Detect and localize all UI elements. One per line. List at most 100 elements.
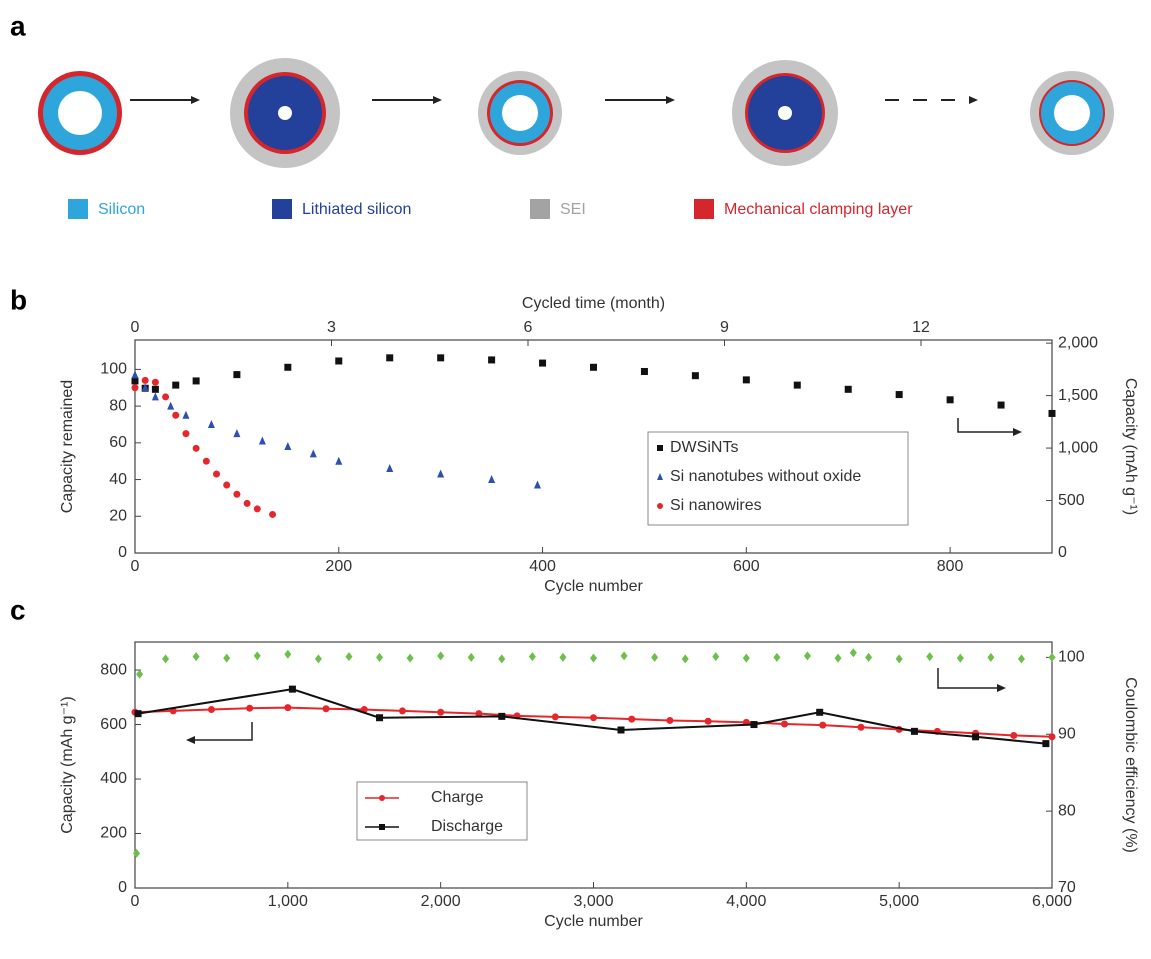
marker [865, 652, 873, 662]
marker [926, 652, 934, 662]
marker [335, 357, 343, 365]
x-axis-label: Cycle number [544, 578, 643, 595]
y-tick-label: 100 [100, 361, 127, 378]
marker [207, 706, 215, 714]
marker [528, 652, 536, 662]
marker [590, 653, 597, 663]
series-line [137, 688, 1046, 745]
marker [533, 480, 541, 489]
marker [1017, 654, 1025, 664]
y2-axis-label: Coulombic efficiency (%) [1122, 677, 1139, 853]
marker [781, 720, 789, 728]
y-tick-label: 0 [118, 879, 127, 896]
legend-label: Charge [431, 789, 484, 806]
y-axis-label: Capacity remained [59, 380, 76, 513]
legend-box [356, 781, 528, 841]
x-tick-label: 200 [325, 558, 352, 575]
marker [681, 654, 689, 664]
marker [475, 710, 483, 718]
marker [223, 653, 231, 663]
marker [345, 652, 353, 662]
x2-tick-label: 6 [524, 319, 533, 336]
x-tick-label: 0 [131, 558, 140, 575]
legend-swatch [272, 199, 292, 219]
marker [712, 652, 720, 662]
marker [803, 651, 811, 661]
marker [849, 648, 857, 658]
marker [284, 442, 292, 450]
x-tick-label: 5,000 [879, 893, 919, 910]
marker [376, 652, 384, 662]
x2-tick-label: 12 [912, 319, 930, 336]
legend-marker [657, 503, 663, 509]
marker [742, 653, 750, 663]
legend-label: DWSiNTs [670, 439, 738, 456]
x2-axis-label: Cycled time (month) [522, 295, 665, 312]
legend-swatch [694, 199, 714, 219]
marker [956, 653, 964, 663]
marker [666, 716, 674, 724]
marker [793, 381, 801, 389]
plot-frame [134, 641, 1053, 889]
panel-label: c [10, 594, 26, 625]
marker [167, 401, 175, 410]
legend-swatch [530, 199, 550, 219]
x-tick-label: 6,000 [1032, 893, 1072, 910]
marker [590, 714, 597, 722]
marker [386, 354, 394, 362]
marker [640, 367, 648, 375]
y-tick-label: 600 [100, 716, 127, 733]
marker [151, 392, 159, 401]
marker [182, 410, 190, 419]
y2-tick-label: 1,500 [1058, 387, 1098, 404]
marker [857, 723, 865, 731]
marker [172, 381, 180, 389]
marker [834, 653, 842, 663]
marker [335, 456, 343, 465]
y2-tick-label: 500 [1058, 492, 1085, 509]
y2-tick-label: 0 [1058, 544, 1067, 561]
y2-tick-label: 2,000 [1058, 334, 1098, 351]
marker [207, 419, 215, 428]
marker [134, 710, 142, 718]
y-tick-label: 800 [100, 661, 127, 678]
x-tick-label: 600 [733, 558, 760, 575]
x-tick-label: 2,000 [421, 893, 461, 910]
marker [192, 377, 200, 385]
marker [651, 652, 659, 662]
marker [258, 436, 266, 445]
y-tick-label: 0 [118, 544, 127, 561]
marker [1048, 733, 1056, 741]
marker [910, 727, 918, 735]
marker [182, 430, 190, 438]
marker [133, 848, 141, 858]
marker [773, 652, 781, 662]
x2-tick-label: 0 [131, 319, 140, 336]
marker [895, 391, 903, 399]
x-tick-label: 400 [529, 558, 556, 575]
y2-tick-label: 90 [1058, 725, 1076, 742]
marker [617, 726, 625, 734]
panel-label: b [10, 284, 27, 315]
legend-marker [657, 473, 663, 480]
marker [1048, 409, 1056, 417]
x-tick-label: 0 [131, 893, 140, 910]
marker [488, 356, 496, 364]
marker [253, 651, 261, 661]
y2-tick-label: 70 [1058, 879, 1076, 896]
marker [284, 649, 292, 659]
marker [628, 715, 636, 723]
marker [172, 411, 180, 419]
marker [844, 385, 852, 393]
chart-arrows [186, 418, 1022, 744]
marker [972, 733, 980, 741]
marker [192, 652, 200, 662]
marker [386, 464, 394, 473]
marker [1042, 740, 1050, 748]
marker [488, 475, 496, 484]
y-tick-label: 80 [109, 397, 127, 414]
particle-diagram [38, 58, 1114, 168]
x2-tick-label: 3 [327, 319, 336, 336]
